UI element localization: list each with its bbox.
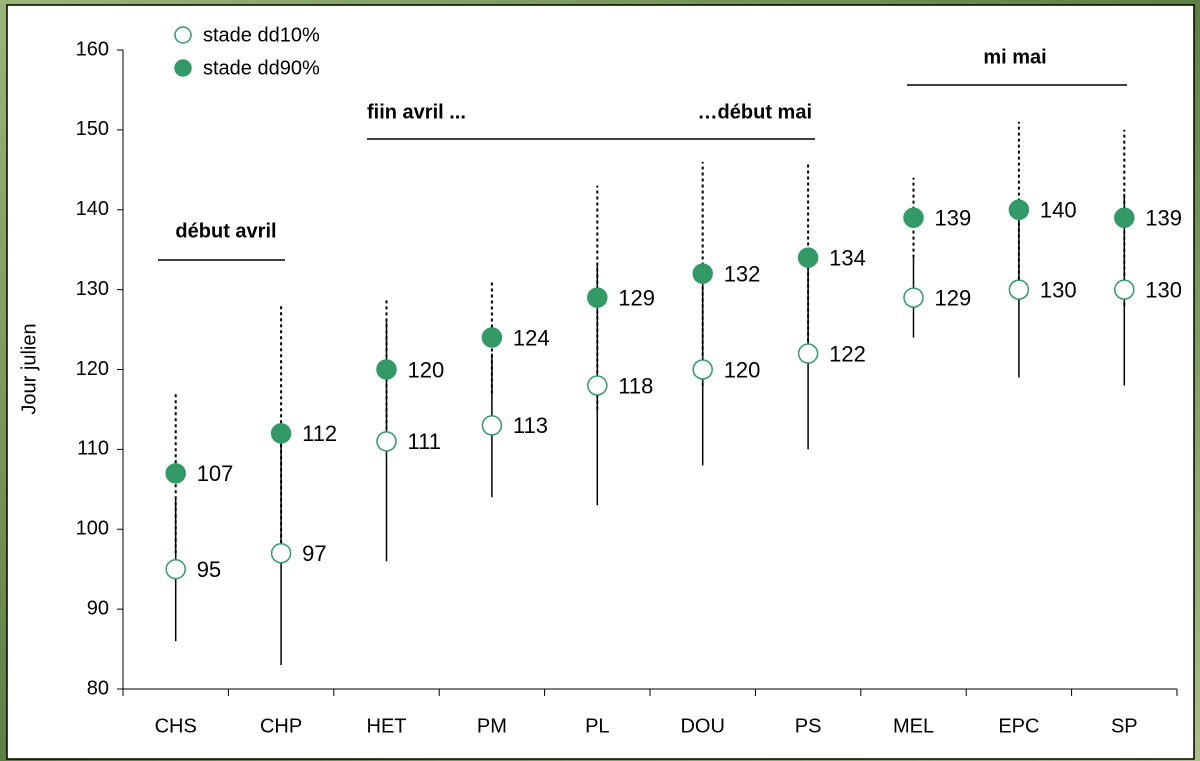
x-tick-label: SP [1111,715,1138,737]
data-label: 107 [197,461,234,486]
y-tick-label: 140 [76,198,109,220]
legend-marker [174,26,192,44]
data-label: 129 [618,285,655,310]
data-label: 120 [408,357,445,382]
y-tick-label: 130 [76,278,109,300]
marker [165,463,186,484]
y-tick-label: 100 [76,518,109,540]
x-tick-label: DOU [680,715,724,737]
data-label: 139 [935,206,972,231]
x-tick-label: PL [585,715,609,737]
y-axis-label: Jour julien [18,323,40,414]
marker [797,247,819,268]
data-label: 112 [302,421,337,446]
x-tick-label: EPC [998,715,1039,737]
x-tick-label: PM [477,715,507,737]
y-tick-label: 90 [87,597,109,619]
marker [481,415,503,436]
data-label: 140 [1040,198,1077,223]
marker [270,542,292,564]
data-label: 129 [935,285,972,310]
marker [1008,199,1030,220]
y-tick-label: 160 [76,38,109,60]
y-tick-label: 80 [87,677,109,699]
marker [903,207,924,228]
data-label: 111 [408,429,441,454]
annotation: début avril [175,220,276,242]
marker [587,375,608,396]
marker [481,327,503,348]
marker [1008,279,1030,300]
data-label: 97 [302,541,326,566]
data-label: 118 [618,373,653,398]
x-tick-label: PS [795,715,822,737]
data-label: 122 [829,341,866,366]
data-label: 130 [1040,277,1077,302]
marker [1114,279,1135,300]
data-label: 95 [197,557,221,582]
data-label: 124 [513,325,550,350]
x-tick-label: HET [367,715,407,737]
marker [587,287,608,308]
data-label: 134 [829,245,866,270]
marker [903,287,924,308]
marker [692,263,713,284]
data-label: 132 [724,261,761,286]
annotation: fiin avril ... [367,101,466,123]
x-tick-label: CHS [155,715,197,737]
y-tick-label: 150 [76,118,109,140]
data-label: 130 [1145,277,1182,302]
x-tick-label: MEL [893,715,934,737]
marker [376,359,397,380]
legend-marker [174,59,192,77]
legend-label: stade dd10% [203,24,320,46]
annotation: …début mai [698,101,812,123]
data-label: 113 [513,413,548,438]
y-tick-label: 110 [77,438,109,460]
marker [270,423,292,444]
marker [376,431,397,452]
legend-label: stade dd90% [203,57,320,79]
data-label: 139 [1145,206,1182,231]
data-label: 120 [724,357,761,382]
annotation: mi mai [983,46,1046,68]
marker [1114,207,1135,228]
x-tick-label: CHP [260,715,302,737]
marker [797,343,819,364]
marker [165,558,186,580]
marker [692,359,713,380]
y-tick-label: 120 [76,358,109,380]
